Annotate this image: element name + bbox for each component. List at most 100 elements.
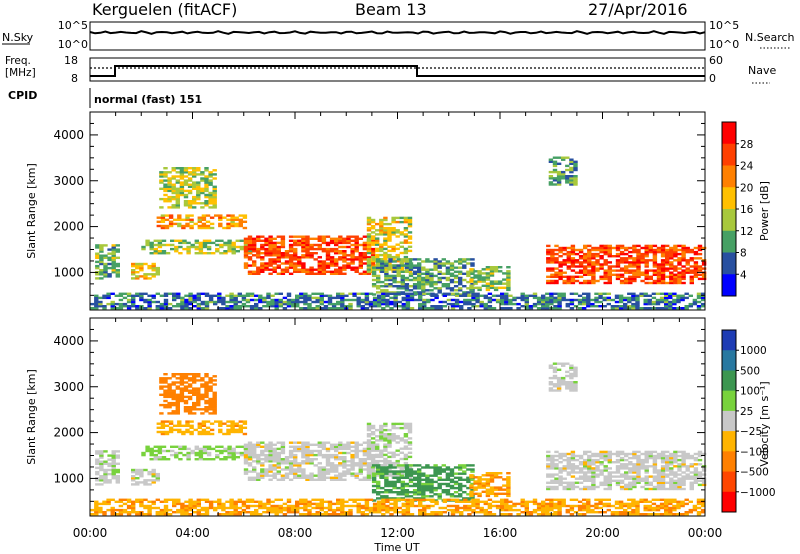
range-cell [591, 454, 596, 458]
range-cell [628, 277, 633, 281]
range-cell [471, 294, 476, 297]
range-cell [230, 424, 235, 427]
range-cell [143, 481, 148, 484]
range-cell [561, 383, 566, 386]
range-cell [111, 456, 116, 459]
range-cell [552, 162, 558, 165]
range-cell [421, 285, 426, 288]
range-cell [421, 278, 426, 282]
range-cell [303, 504, 308, 508]
range-cell [196, 399, 201, 403]
range-cell [266, 500, 271, 503]
range-cell [175, 387, 180, 390]
range-cell [155, 479, 160, 482]
y-tick-label: 4000 [53, 128, 84, 142]
range-cell [346, 237, 351, 240]
range-cell [656, 271, 662, 274]
range-cell [299, 294, 304, 297]
range-cell [354, 441, 359, 444]
range-cell [358, 264, 363, 267]
range-cell [143, 506, 148, 510]
range-cell [268, 245, 273, 249]
range-cell [185, 218, 190, 221]
range-cell [536, 298, 542, 302]
range-cell [615, 452, 621, 456]
range-cell [449, 472, 455, 475]
range-cell [247, 478, 253, 481]
range-cell [681, 458, 686, 462]
range-cell [189, 220, 194, 223]
range-cell [230, 428, 235, 432]
range-cell [573, 298, 579, 302]
range-cell [375, 237, 380, 240]
range-cell [628, 246, 633, 250]
range-cell [689, 265, 694, 268]
range-cell [167, 189, 172, 193]
range-cell [483, 296, 488, 300]
range-cell [383, 247, 388, 251]
range-cell [578, 281, 584, 285]
range-cell [126, 292, 132, 295]
range-cell [453, 266, 459, 269]
range-cell [425, 484, 430, 488]
range-cell [103, 460, 108, 463]
range-cell [583, 281, 588, 285]
range-cell [445, 493, 451, 496]
range-cell [599, 277, 604, 281]
range-cell [429, 495, 434, 498]
range-cell [227, 456, 232, 459]
range-cell [399, 220, 404, 224]
range-cell [618, 307, 624, 310]
range-cell [107, 248, 112, 251]
range-cell [280, 243, 286, 247]
range-cell [260, 270, 265, 273]
range-cell [632, 248, 637, 252]
range-cell [425, 495, 430, 498]
range-cell [384, 495, 389, 498]
range-cell [379, 433, 384, 436]
range-cell [268, 456, 273, 459]
range-cell [546, 450, 551, 454]
range-cell [303, 302, 308, 306]
range-cell [334, 445, 339, 448]
range-cell [680, 296, 685, 300]
range-cell [403, 220, 409, 224]
range-cell [506, 492, 511, 495]
range-cell [313, 478, 318, 481]
range-cell [254, 305, 259, 308]
range-cell [408, 484, 414, 488]
range-cell [470, 283, 475, 286]
range-cell [437, 497, 442, 500]
range-cell [665, 267, 670, 270]
range-cell [673, 269, 678, 272]
range-cell [260, 243, 265, 247]
range-cell [570, 450, 576, 454]
range-cell [407, 426, 413, 430]
range-cell [221, 296, 226, 300]
range-cell [163, 302, 169, 306]
range-cell [317, 472, 322, 475]
range-cell [421, 478, 426, 481]
range-cell [548, 177, 554, 180]
range-cell [569, 300, 575, 304]
range-cell [131, 269, 136, 272]
range-cell [164, 430, 170, 434]
range-cell [189, 214, 194, 217]
range-cell [288, 472, 294, 475]
range-cell [677, 271, 682, 274]
range-cell [462, 470, 467, 473]
range-cell [647, 300, 652, 304]
range-cell [163, 508, 169, 512]
range-cell [407, 218, 413, 222]
range-cell [569, 368, 574, 371]
range-cell [656, 246, 662, 250]
range-cell [301, 470, 306, 473]
range-cell [274, 302, 279, 306]
range-cell [425, 476, 430, 479]
range-cell [582, 296, 587, 300]
range-cell [643, 307, 648, 310]
range-cell [399, 262, 404, 265]
range-cell [429, 289, 434, 292]
range-cell [179, 375, 185, 378]
range-cell [280, 245, 286, 249]
